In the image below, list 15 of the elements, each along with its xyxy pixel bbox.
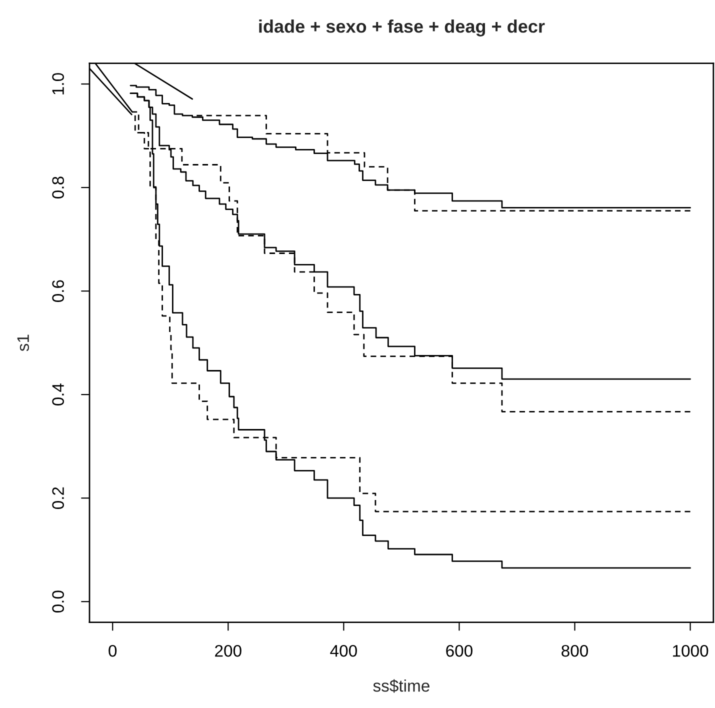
x-tick-label: 400 [330, 644, 357, 657]
y-tick-label: 0.0 [52, 590, 64, 613]
x-tick-label: 1000 [673, 644, 708, 657]
y-tick-label: 0.6 [52, 280, 64, 302]
y-axis-title: s1 [17, 334, 30, 352]
y-tick-label: 0.4 [52, 383, 64, 406]
x-tick-label: 200 [215, 644, 242, 657]
y-tick-label: 0.8 [52, 176, 64, 198]
chart-title: idade + sexo + fase + deag + decr [259, 20, 545, 36]
y-tick-label: 1.0 [52, 73, 64, 94]
y-tick-label: 0.2 [52, 487, 64, 510]
x-tick-label: 0 [108, 644, 117, 657]
x-tick-label: 600 [446, 644, 472, 657]
x-axis-title: ss$time [373, 679, 430, 693]
x-tick-label: 800 [562, 644, 588, 657]
